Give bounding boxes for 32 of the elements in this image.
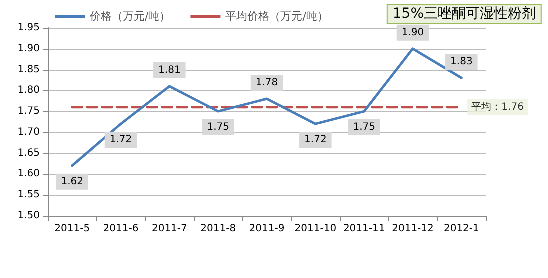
x-tick-label: 2011-6 bbox=[103, 224, 139, 234]
x-tick-label: 2011-7 bbox=[152, 224, 188, 234]
y-tick-label: 1.65 bbox=[18, 148, 40, 159]
x-tick-label: 2011-10 bbox=[294, 224, 337, 234]
x-tick-label: 2011-8 bbox=[200, 224, 236, 234]
x-tick-label: 2012-1 bbox=[444, 224, 480, 234]
y-tick-label: 1.75 bbox=[18, 106, 40, 118]
data-label: 1.75 bbox=[207, 122, 230, 134]
y-tick-label: 1.80 bbox=[18, 85, 40, 96]
y-tick-label: 1.95 bbox=[18, 22, 40, 34]
x-tick-label: 2011-5 bbox=[54, 224, 90, 234]
x-tick-label: 2011-11 bbox=[343, 224, 386, 234]
y-tick-label: 1.85 bbox=[18, 64, 40, 76]
annotation: 平均：1.76 bbox=[472, 100, 524, 113]
legend-label: 价格（万元/吨） bbox=[89, 10, 171, 23]
data-label: 1.72 bbox=[304, 134, 327, 146]
y-tick-label: 1.50 bbox=[18, 210, 40, 222]
legend-label: 平均价格（万元/吨） bbox=[226, 10, 328, 23]
y-tick-label: 1.70 bbox=[18, 126, 40, 138]
y-tick-label: 1.90 bbox=[18, 43, 40, 54]
y-tick-label: 1.60 bbox=[18, 168, 40, 180]
data-label: 1.78 bbox=[256, 78, 278, 89]
data-label: 1.62 bbox=[61, 176, 84, 188]
data-label: 1.72 bbox=[110, 134, 132, 146]
x-tick-label: 2011-12 bbox=[392, 224, 434, 234]
data-label: 1.75 bbox=[353, 122, 376, 134]
chart-title: 15%三唑酮可湿性粉剂 bbox=[392, 6, 536, 22]
x-tick-label: 2011-9 bbox=[249, 224, 285, 234]
data-label: 1.83 bbox=[450, 56, 473, 68]
data-label: 1.90 bbox=[402, 27, 424, 38]
data-label: 1.81 bbox=[158, 64, 181, 76]
y-tick-label: 1.55 bbox=[18, 190, 40, 201]
